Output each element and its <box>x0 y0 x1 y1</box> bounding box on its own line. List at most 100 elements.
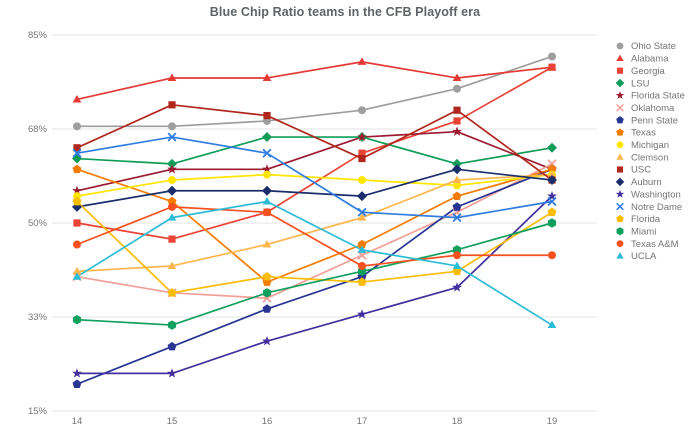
series-line-florida <box>76 200 553 294</box>
circle-marker-icon <box>263 170 271 179</box>
x-marker-icon <box>616 202 624 211</box>
star-marker-icon <box>615 90 625 99</box>
x-tick-label: 17 <box>357 416 368 427</box>
star-marker-icon <box>167 164 177 174</box>
y-tick-label: 50% <box>28 218 48 229</box>
triangle-marker-icon <box>357 245 367 253</box>
star-marker-icon <box>357 309 367 319</box>
y-tick-label: 15% <box>28 406 48 417</box>
circle-marker-icon <box>263 208 271 217</box>
square-marker-icon <box>168 235 176 243</box>
hexagon-marker-icon <box>262 288 272 298</box>
x-marker-icon <box>167 132 177 142</box>
series-line-auburn <box>76 168 553 208</box>
circle-marker-icon <box>73 240 81 249</box>
star-marker-icon <box>452 282 462 292</box>
y-tick-label: 33% <box>28 312 48 323</box>
square-marker-icon <box>358 149 366 157</box>
legend-label: Auburn <box>631 177 662 188</box>
legend-label: USC <box>631 165 651 176</box>
diamond-marker-icon <box>262 132 272 143</box>
circle-marker-icon <box>358 261 366 270</box>
diamond-marker-icon <box>615 177 625 187</box>
triangle-marker-icon <box>616 54 624 61</box>
pentagon-marker-icon <box>167 341 177 351</box>
x-marker-icon <box>547 197 557 206</box>
series-line-michigan <box>76 173 553 197</box>
series-line-alabama <box>76 61 553 101</box>
circle-marker-icon <box>548 52 556 61</box>
legend-label: Penn State <box>631 115 678 126</box>
triangle-marker-icon <box>262 239 272 248</box>
circle-marker-icon <box>73 192 81 201</box>
x-tick-label: 18 <box>452 416 463 427</box>
triangle-marker-icon <box>167 73 177 81</box>
triangle-marker-icon <box>452 73 462 81</box>
triangle-marker-icon <box>72 272 82 280</box>
hexagon-marker-icon <box>547 218 557 228</box>
legend-label: LSU <box>631 78 650 89</box>
triangle-marker-icon <box>616 252 624 259</box>
diamond-marker-icon <box>167 158 177 169</box>
square-marker-icon <box>358 154 366 163</box>
x-tick-label: 16 <box>262 416 273 427</box>
chart-title: Blue Chip Ratio teams in the CFB Playoff… <box>209 5 481 19</box>
x-marker-icon <box>357 250 367 260</box>
legend-label: Florida State <box>631 91 685 102</box>
diamond-marker-icon <box>262 185 272 196</box>
square-marker-icon <box>168 101 176 109</box>
legend-label: Ohio State <box>631 41 676 52</box>
circle-marker-icon <box>168 122 176 131</box>
legend-label: Oklahoma <box>631 103 675 114</box>
pentagon-marker-icon <box>452 202 462 211</box>
triangle-marker-icon <box>616 153 624 160</box>
square-marker-icon <box>73 219 81 227</box>
square-marker-icon <box>73 144 81 152</box>
square-marker-icon <box>453 117 461 125</box>
triangle-marker-icon <box>72 94 82 103</box>
triangle-marker-icon <box>357 57 367 65</box>
pentagon-marker-icon <box>616 214 624 223</box>
triangle-marker-icon <box>167 213 177 221</box>
series-line-florida-state <box>76 130 553 192</box>
star-marker-icon <box>72 185 82 195</box>
square-marker-icon <box>616 67 624 74</box>
star-marker-icon <box>547 190 557 201</box>
x-marker-icon <box>452 213 462 222</box>
star-marker-icon <box>357 131 367 142</box>
pentagon-marker-icon <box>616 128 624 136</box>
diamond-marker-icon <box>452 164 462 175</box>
pentagon-marker-icon <box>262 272 272 281</box>
legend-label: Notre Dame <box>631 202 682 213</box>
pentagon-marker-icon <box>167 288 177 297</box>
series-line-penn-state <box>76 168 553 385</box>
triangle-marker-icon <box>167 261 177 269</box>
pentagon-marker-icon <box>72 196 82 206</box>
star-marker-icon <box>72 368 82 378</box>
x-marker-icon <box>547 159 557 169</box>
diamond-marker-icon <box>547 175 557 186</box>
square-marker-icon <box>263 111 271 120</box>
hexagon-marker-icon <box>616 227 624 236</box>
series-line-usc <box>76 103 553 181</box>
legend-label: Miami <box>631 226 656 237</box>
triangle-marker-icon <box>357 213 367 221</box>
hexagon-marker-icon <box>167 320 177 330</box>
triangle-marker-icon <box>547 320 557 329</box>
triangle-marker-icon <box>452 261 462 269</box>
star-marker-icon <box>262 335 272 346</box>
legend-label: Texas <box>631 128 656 139</box>
triangle-marker-icon <box>547 170 557 178</box>
pentagon-marker-icon <box>72 164 82 174</box>
circle-marker-icon <box>168 176 176 185</box>
legend-label: Georgia <box>631 66 666 77</box>
diamond-marker-icon <box>357 191 367 202</box>
diamond-marker-icon <box>72 153 82 164</box>
pentagon-marker-icon <box>357 277 367 286</box>
star-marker-icon <box>167 368 177 378</box>
pentagon-marker-icon <box>167 196 177 206</box>
x-marker-icon <box>616 104 624 112</box>
diamond-marker-icon <box>615 78 625 88</box>
